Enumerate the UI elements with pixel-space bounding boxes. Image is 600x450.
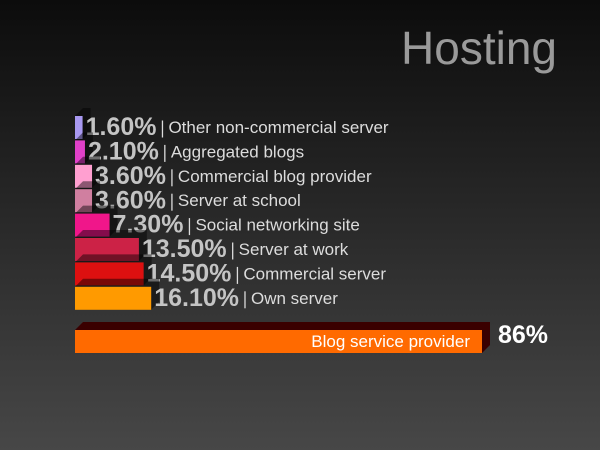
category-label: Commercial server (243, 264, 386, 283)
chart-title: Hosting (401, 22, 557, 74)
category-label: Own server (251, 289, 338, 308)
bar-depth (75, 254, 152, 286)
bar-depth (75, 156, 101, 188)
category-label: Other non-commercial server (168, 118, 388, 137)
bar-depth (75, 230, 147, 261)
category-label: Server at school (178, 191, 301, 210)
bar (75, 262, 144, 286)
bar-depth (75, 132, 93, 164)
category-label: Aggregated blogs (171, 142, 304, 161)
value-label: 3.60% (95, 162, 166, 190)
value-label: 86% (498, 321, 548, 349)
bar (75, 164, 93, 188)
value-label: 14.50% (147, 260, 232, 288)
bar (75, 330, 482, 353)
value-label: 3.60% (95, 186, 166, 214)
value-label: 1.60% (86, 113, 157, 141)
value-label: 13.50% (142, 235, 227, 263)
bar (75, 213, 110, 237)
bar-depth (75, 205, 118, 237)
bar-depth (75, 181, 101, 213)
category-label: Commercial blog provider (178, 167, 372, 186)
bar (75, 116, 83, 139)
value-label: 16.10% (154, 284, 239, 312)
bar-depth (75, 108, 91, 139)
bar (75, 140, 85, 164)
category-label: Server at work (239, 240, 349, 259)
value-label: 7.30% (113, 211, 184, 239)
bar (75, 286, 152, 310)
category-label: Social networking site (195, 216, 359, 235)
bar (75, 238, 139, 261)
bar-depth (75, 278, 160, 310)
value-label: 2.10% (88, 138, 159, 166)
category-label: Blog service provider (311, 332, 470, 351)
bar-depth (75, 322, 490, 353)
bar (75, 189, 93, 213)
